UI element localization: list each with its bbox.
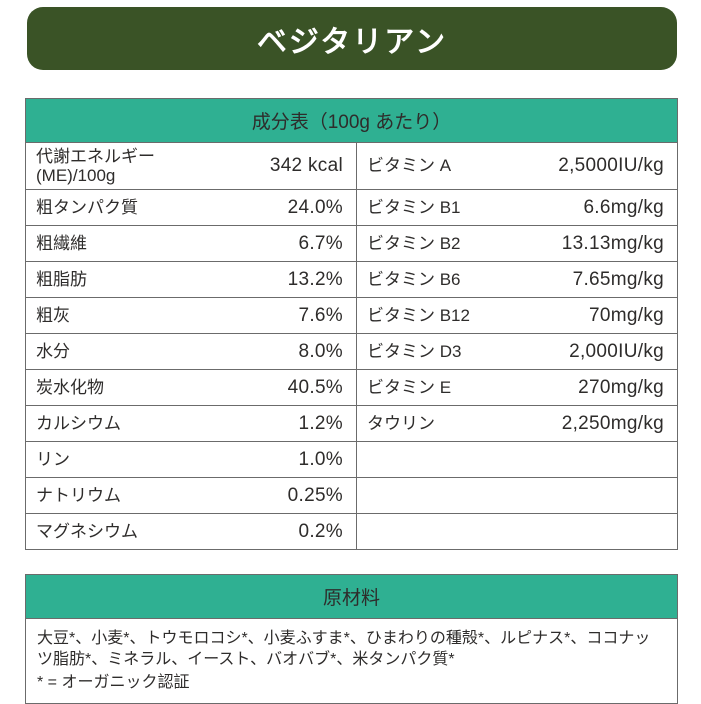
nutrient-label: カルシウム [36,413,121,433]
ingredients-title: 原材料 [322,588,380,609]
nutrient-row: 水分 8.0% [26,333,356,369]
vitamin-row: ビタミン B1 6.6mg/kg [357,189,677,225]
nutrient-row: 粗タンパク質 24.0% [26,189,356,225]
vitamin-label: ビタミン A [367,156,452,176]
nutrient-label: 粗繊維 [36,233,87,253]
nutrient-label: 粗脂肪 [36,269,87,289]
vitamin-row-empty [357,477,677,513]
vitamin-label: ビタミン B1 [367,197,461,217]
nutrient-label: 粗タンパク質 [36,197,138,217]
nutrient-row: 粗脂肪 13.2% [26,261,356,297]
nutrient-value: 7.6% [298,304,343,326]
vitamin-label: ビタミン E [367,377,452,397]
vitamin-value: 2,250mg/kg [561,412,664,434]
nutrient-value: 1.0% [298,448,343,470]
nutrient-row: ナトリウム 0.25% [26,477,356,513]
composition-table: 成分表（100g あたり） 代謝エネルギー (ME)/100g 342 kcal… [25,98,678,550]
nutrient-row: 粗繊維 6.7% [26,225,356,261]
composition-table-header: 成分表（100g あたり） [26,99,677,143]
vitamin-value: 2,000IU/kg [569,340,664,362]
vitamin-label: ビタミン B2 [367,233,461,253]
nutrient-row: 粗灰 7.6% [26,297,356,333]
vitamin-row: ビタミン B2 13.13mg/kg [357,225,677,261]
nutrient-value: 24.0% [287,196,343,218]
vitamin-row: ビタミン B12 70mg/kg [357,297,677,333]
vitamin-row: ビタミン A 2,5000IU/kg [357,143,677,189]
vitamin-value: 2,5000IU/kg [558,155,664,176]
nutrient-label: 代謝エネルギー (ME)/100g [36,146,155,185]
vitamin-value: 270mg/kg [578,376,664,398]
vitamin-row: ビタミン B6 7.65mg/kg [357,261,677,297]
vitamin-label: ビタミン B6 [367,269,461,289]
ingredients-body: 大豆*、小麦*、トウモロコシ*、小麦ふすま*、ひまわりの種殻*、ルピナス*、ココ… [26,619,677,703]
ingredients-section: 原材料 大豆*、小麦*、トウモロコシ*、小麦ふすま*、ひまわりの種殻*、ルピナス… [25,574,678,704]
nutrient-value: 342 kcal [269,155,343,176]
nutrient-row: カルシウム 1.2% [26,405,356,441]
nutrient-value: 13.2% [287,268,343,290]
nutrient-value: 40.5% [287,376,343,398]
nutrient-label: マグネシウム [36,521,138,541]
product-title-banner: ベジタリアン [27,7,677,70]
vitamin-row: ビタミン D3 2,000IU/kg [357,333,677,369]
composition-table-body: 代謝エネルギー (ME)/100g 342 kcal 粗タンパク質 24.0% … [26,143,677,549]
vitamin-row-empty [357,441,677,477]
vitamin-value: 70mg/kg [589,304,664,326]
nutrient-value: 6.7% [298,232,343,254]
nutrient-row: マグネシウム 0.2% [26,513,356,549]
product-title: ベジタリアン [256,25,448,59]
nutrient-column: 代謝エネルギー (ME)/100g 342 kcal 粗タンパク質 24.0% … [26,143,356,549]
nutrient-row: リン 1.0% [26,441,356,477]
vitamin-row-empty [357,513,677,549]
nutrient-row: 炭水化物 40.5% [26,369,356,405]
nutrient-value: 0.25% [287,484,343,506]
organic-certification-note: * = オーガニック認証 [37,673,190,691]
nutrient-label: リン [36,449,70,469]
nutrient-value: 1.2% [298,412,343,434]
nutrient-row: 代謝エネルギー (ME)/100g 342 kcal [26,143,356,189]
ingredients-text: 大豆*、小麦*、トウモロコシ*、小麦ふすま*、ひまわりの種殻*、ルピナス*、ココ… [37,630,651,669]
vitamin-value: 7.65mg/kg [572,268,664,290]
vitamin-value: 13.13mg/kg [561,232,664,254]
ingredients-header: 原材料 [26,575,677,619]
composition-table-title: 成分表（100g あたり） [251,112,452,133]
nutrient-label: 粗灰 [36,305,70,325]
vitamin-column: ビタミン A 2,5000IU/kg ビタミン B1 6.6mg/kg ビタミン… [356,143,677,549]
vitamin-label: タウリン [367,413,435,433]
nutrient-value: 0.2% [298,520,343,542]
nutrient-label: 炭水化物 [36,377,104,397]
vitamin-value: 6.6mg/kg [583,196,664,218]
vitamin-row: タウリン 2,250mg/kg [357,405,677,441]
vitamin-row: ビタミン E 270mg/kg [357,369,677,405]
nutrient-value: 8.0% [298,340,343,362]
nutrient-label: ナトリウム [36,485,121,505]
vitamin-label: ビタミン B12 [367,305,470,325]
vitamin-label: ビタミン D3 [367,341,462,361]
nutrient-label: 水分 [36,341,70,361]
